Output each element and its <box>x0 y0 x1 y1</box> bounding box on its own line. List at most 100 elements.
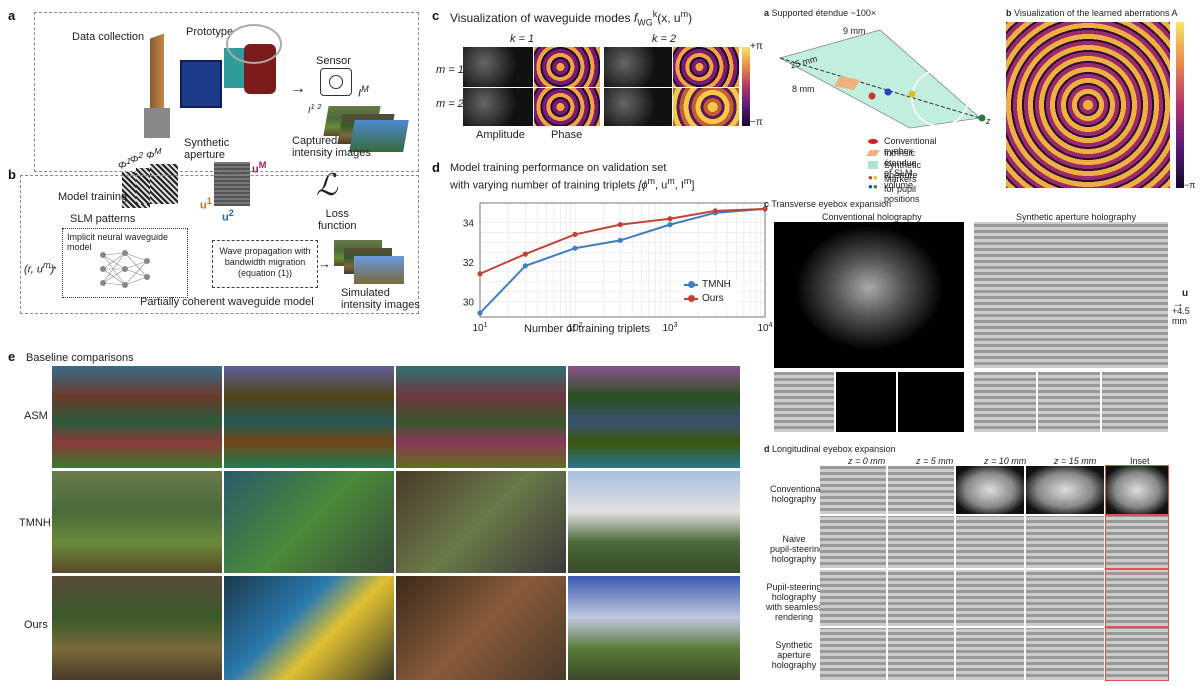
colorbar <box>742 47 750 126</box>
arrow-right-icon: → <box>290 80 306 97</box>
aberration-cb-bottom: −π <box>1184 180 1196 190</box>
longitudinal-tile <box>888 570 954 626</box>
arrow-right-icon-4: → <box>1172 296 1184 310</box>
loss-function-label: Loss function <box>318 208 357 232</box>
panel-b-frame <box>20 175 419 314</box>
legend-tmnh: TMNH <box>702 279 731 290</box>
slm-patterns-label: SLM patterns <box>70 213 136 225</box>
slm-pattern-3 <box>150 164 178 204</box>
longitudinal-tile <box>1026 628 1104 680</box>
col-z15: z = 15 mm <box>1054 456 1097 466</box>
panel-c-label: c <box>432 8 440 23</box>
series-point-ours <box>762 206 768 212</box>
conv-inset-red <box>774 372 834 432</box>
series-point-ours <box>667 216 673 222</box>
simulated-image-3 <box>354 256 404 284</box>
longitudinal-tile <box>1105 569 1169 627</box>
sensor-label: Sensor <box>316 55 351 67</box>
wave-prop-box: Wave propagation with bandwidth migratio… <box>212 240 318 288</box>
longitudinal-tile <box>1026 466 1104 514</box>
right-d-title: d Longitudinal eyebox expansion <box>764 444 896 454</box>
longitudinal-tile <box>820 516 886 568</box>
col-z0: z = 0 mm <box>848 456 886 466</box>
m2-label: m = 2 <box>436 98 464 110</box>
longitudinal-tile <box>956 628 1024 680</box>
ours-parrot <box>224 576 394 680</box>
phase-label: Phase <box>551 129 583 141</box>
series-point-tmnh <box>522 263 528 269</box>
row-label-asm: ASM <box>24 410 48 422</box>
aberration-colorbar <box>1176 22 1184 188</box>
ours-castle <box>568 576 740 680</box>
longitudinal-tile <box>820 570 886 626</box>
loss-symbol: ℒ <box>316 168 338 203</box>
longitudinal-grid <box>820 465 1170 681</box>
longitudinal-tile <box>1105 515 1169 569</box>
phi-1-label: Φ1 <box>118 156 132 172</box>
aberration-map <box>1006 22 1170 188</box>
right-b-title: b Visualization of the learned aberratio… <box>1006 8 1178 18</box>
i-1-label: I1 2 <box>308 102 322 115</box>
series-point-ours <box>617 222 623 228</box>
longitudinal-tile <box>1105 465 1169 515</box>
row-naive: Naive pupil-steering holography <box>770 534 825 564</box>
etendue-diagram <box>778 29 986 129</box>
m1-label: m = 1 <box>436 64 464 76</box>
captured-label: Captured intensity images <box>292 135 371 159</box>
wg-phase-k1-m1 <box>534 47 600 87</box>
k2-label: k = 2 <box>652 33 677 45</box>
wg-amp-k1-m1 <box>463 47 533 87</box>
row-conventional: Conventional holography <box>770 484 823 504</box>
implicit-model-label: Implicit neural waveguide model <box>67 232 169 252</box>
col-z10: z = 10 mm <box>984 456 1027 466</box>
dim-9mm: 9 mm <box>843 26 866 36</box>
ours-cartoon <box>396 576 566 680</box>
wg-phase-k1-m2 <box>534 88 600 126</box>
series-point-ours <box>572 231 578 238</box>
x-tick-label: 104 <box>757 322 772 334</box>
row-synthetic: Synthetic aperture holography <box>771 640 817 670</box>
series-point-tmnh <box>617 237 623 243</box>
longitudinal-tile <box>956 516 1024 568</box>
tmnh-chipmunk <box>52 471 222 573</box>
chart-legend: TMNH Ours <box>684 279 738 311</box>
panel-d-label: d <box>432 160 440 175</box>
longitudinal-tile <box>1026 516 1104 568</box>
u-m-label: uM <box>252 160 267 176</box>
syn-inset-blue <box>1038 372 1100 432</box>
longitudinal-tile <box>888 516 954 568</box>
wg-amp-k2-m2 <box>604 88 672 126</box>
panel-d-title: Model training performance on validation… <box>450 162 695 192</box>
panel-e-label: e <box>8 349 16 364</box>
ours-chipmunk <box>52 576 222 680</box>
wg-amp-k2-m1 <box>604 47 672 87</box>
y-tick-label: 34 <box>463 219 475 230</box>
simulated-label: Simulated intensity images <box>341 287 420 311</box>
col-inset: Inset <box>1130 456 1150 466</box>
series-point-ours <box>712 208 718 214</box>
series-point-ours <box>477 271 483 277</box>
longitudinal-tile <box>1026 570 1104 626</box>
input-vars-label: (r, um) <box>24 260 55 276</box>
neural-network-icon <box>97 247 153 291</box>
panel-a-label: a <box>8 8 16 23</box>
u-1-label: u1 <box>200 196 212 212</box>
i-m-label: IM <box>358 84 369 100</box>
panel-e-title: Baseline comparisons <box>26 352 134 364</box>
wg-amp-k1-m2 <box>463 88 533 126</box>
cb-bottom-label: −π <box>750 117 763 128</box>
x-tick-label: 101 <box>472 322 487 334</box>
row-label-tmnh: TMNH <box>19 517 51 529</box>
conv-inset-blue <box>836 372 896 432</box>
series-point-ours <box>522 251 528 257</box>
u-axis-label: u <box>1182 288 1189 299</box>
series-point-tmnh <box>667 222 673 228</box>
series-point-tmnh <box>572 245 578 251</box>
series-point-tmnh <box>477 310 483 316</box>
dim-8mm: 8 mm <box>792 84 815 94</box>
asm-castle <box>568 366 740 468</box>
longitudinal-tile <box>820 466 886 514</box>
longitudinal-tile <box>888 628 954 680</box>
z-axis-label: z <box>986 116 991 126</box>
